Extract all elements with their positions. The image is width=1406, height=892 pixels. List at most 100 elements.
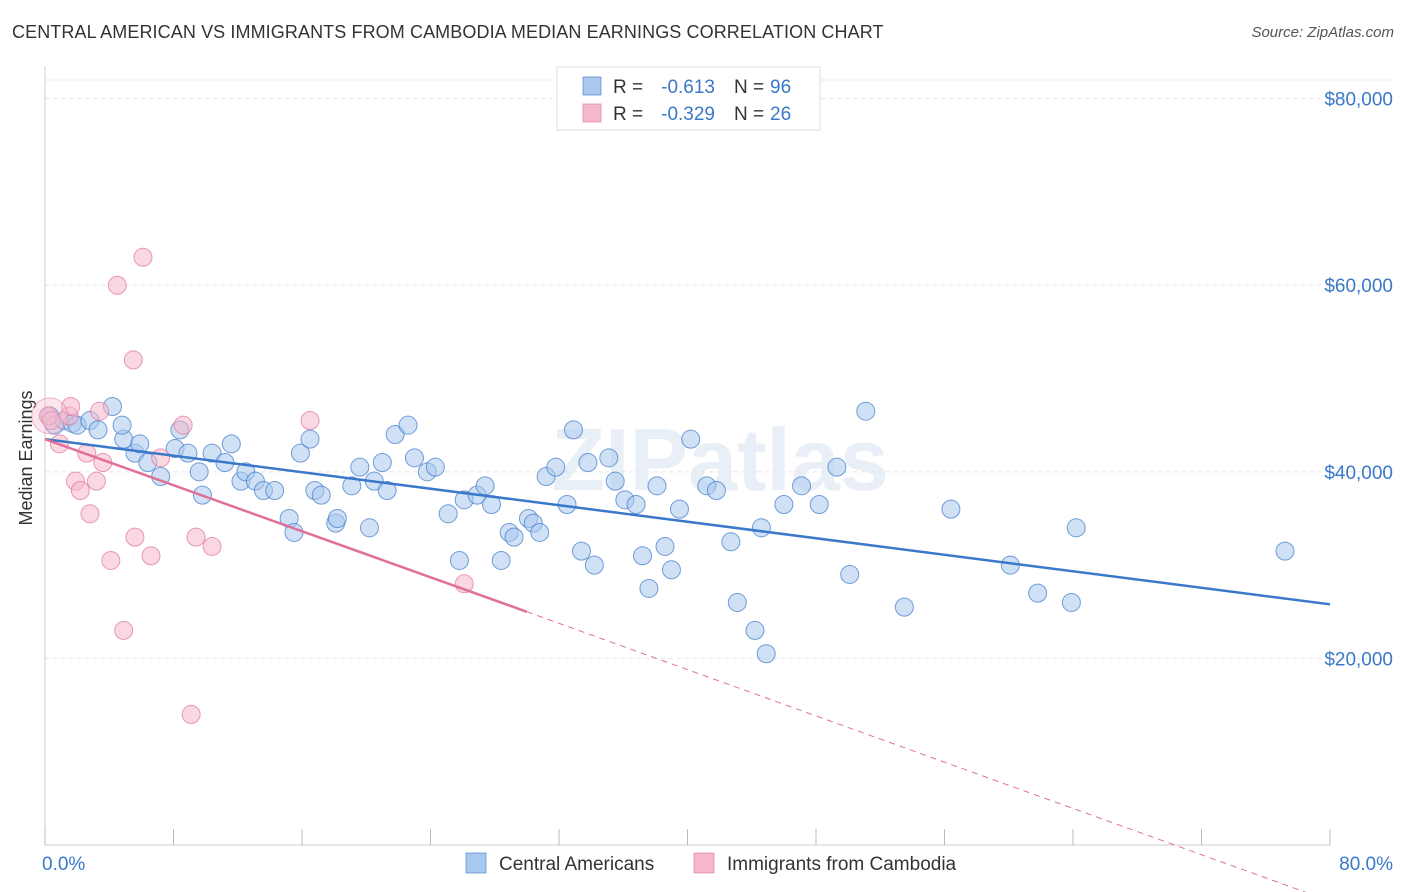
central-american-point (404, 448, 424, 468)
cambodia-point (107, 275, 127, 295)
x-tick-label: 0.0% (42, 854, 85, 875)
central-american-point (633, 546, 653, 566)
central-american-point (563, 420, 583, 440)
cambodia-trend-line (44, 438, 528, 613)
central-american-point (584, 555, 604, 575)
legend-swatch-cambodia (693, 852, 715, 874)
central-american-point (599, 448, 619, 468)
central-american-point (475, 476, 495, 496)
source-label: Source: ZipAtlas.com (1251, 24, 1394, 41)
cambodia-point (181, 704, 201, 724)
central-american-point (112, 415, 132, 435)
data-points (31, 247, 1295, 724)
central-american-point (840, 564, 860, 584)
central-american-point (425, 457, 445, 477)
central-american-point (530, 522, 550, 542)
central-american-point (377, 480, 397, 500)
central-american-point (342, 476, 362, 496)
legend-label-cambodia: Immigrants from Cambodia (727, 854, 957, 875)
cambodia-point (186, 527, 206, 547)
cambodia-point (31, 397, 69, 435)
legend-swatch-blue (582, 76, 602, 96)
central-american-point (774, 494, 794, 514)
cambodia-point (114, 620, 134, 640)
central-american-point (449, 550, 469, 570)
cambodia-point (202, 536, 222, 556)
central-american-point (311, 485, 331, 505)
central-american-point (669, 499, 689, 519)
central-american-point (385, 425, 405, 445)
cambodia-point (151, 448, 171, 468)
legend-swatch-central-americans (465, 852, 487, 874)
central-american-point (751, 518, 771, 538)
central-american-point (578, 453, 598, 472)
central-american-point (88, 420, 108, 440)
central-american-point (647, 476, 667, 496)
cambodia-point (125, 527, 145, 547)
central-american-point (756, 644, 776, 664)
legend-n-value: 26 (770, 104, 791, 125)
central-american-point (1275, 541, 1295, 561)
legend-label-central-americans: Central Americans (499, 854, 654, 875)
central-american-point (655, 536, 675, 556)
cambodia-point (90, 401, 110, 421)
cambodia-point (300, 411, 320, 431)
central-american-point (130, 434, 150, 454)
central-american-point (300, 429, 320, 449)
y-tick-label: $40,000 (1324, 463, 1393, 484)
central-american-point (265, 480, 285, 500)
gridlines (45, 79, 1392, 659)
central-american-point (661, 560, 681, 580)
central-american-point (327, 508, 347, 528)
central-american-point (398, 415, 418, 435)
cambodia-point (61, 397, 81, 417)
cambodia-point (70, 480, 90, 500)
central-american-point (290, 443, 310, 463)
cambodia-point (133, 247, 153, 267)
central-american-point (856, 401, 876, 421)
y-axis-label: Median Earnings (16, 390, 36, 525)
series-legend: Central Americans Immigrants from Cambodi… (465, 852, 957, 875)
central-american-point (792, 476, 812, 496)
x-tick-label: 80.0% (1339, 854, 1393, 875)
cambodia-point (80, 504, 100, 524)
central-american-point (745, 620, 765, 640)
cambodia-point (123, 350, 143, 370)
chart-title: CENTRAL AMERICAN VS IMMIGRANTS FROM CAMB… (12, 22, 884, 42)
central-american-point (1028, 583, 1048, 603)
legend-r-label: R = (613, 104, 643, 125)
central-american-point (350, 457, 370, 477)
legend-r-value: -0.329 (661, 104, 715, 125)
central-american-point (571, 541, 591, 561)
cambodia-point (173, 415, 193, 435)
x-tick-labels: 0.0% 80.0% (42, 854, 1393, 875)
central-american-point (438, 504, 458, 524)
legend-r-value: -0.613 (661, 77, 715, 98)
y-tick-label: $80,000 (1324, 90, 1393, 111)
central-american-point (546, 457, 566, 477)
central-american-point (202, 443, 222, 463)
legend-r-label: R = (613, 77, 643, 98)
stats-legend: R = -0.613 N = 96 R = -0.329 N = 26 (556, 66, 821, 131)
central-american-point (372, 453, 392, 472)
legend-n-label: N = (734, 104, 764, 125)
central-american-point (491, 550, 511, 570)
y-tick-labels: $20,000 $40,000 $60,000 $80,000 (1324, 90, 1393, 671)
central-american-point (359, 518, 379, 538)
cambodia-point (141, 546, 161, 566)
legend-n-label: N = (734, 77, 764, 98)
central-american-point (504, 527, 524, 547)
y-tick-label: $60,000 (1324, 276, 1393, 297)
cambodia-point (86, 471, 106, 491)
central-american-point (941, 499, 961, 519)
central-american-point (827, 457, 847, 477)
legend-swatch-pink (582, 103, 602, 123)
central-american-point (681, 429, 701, 449)
cambodia-trend-extension (526, 611, 1307, 892)
cambodia-point (101, 550, 121, 570)
central-american-point (189, 462, 209, 482)
y-tick-label: $20,000 (1324, 649, 1393, 670)
central-american-point (1066, 518, 1086, 538)
central-american-trend-line (44, 437, 1331, 606)
